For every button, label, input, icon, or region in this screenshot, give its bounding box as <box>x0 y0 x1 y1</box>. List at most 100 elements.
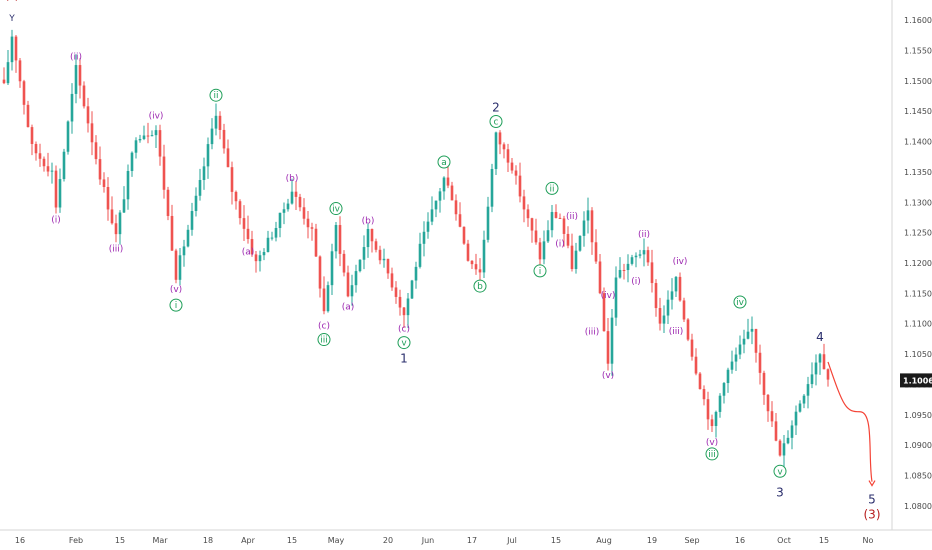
wave-label-text: (iii) <box>585 327 600 337</box>
candle-body <box>254 254 258 262</box>
candle-body <box>770 411 774 422</box>
candle-body <box>726 369 730 384</box>
wave-label: (i) <box>51 215 61 225</box>
candle-body <box>662 315 666 324</box>
candle-body <box>570 245 574 270</box>
price-tick-label: 1.14000 <box>904 138 932 147</box>
candle-body <box>698 373 702 390</box>
candle-body <box>426 221 430 232</box>
time-tick-label: 15 <box>819 536 829 545</box>
time-tick-label: 20 <box>383 536 393 545</box>
candle-body <box>750 328 754 332</box>
candle-body <box>114 223 118 235</box>
time-axis[interactable]: 16 Feb 15 Mar 18 Apr 15 May 20 Jun 17 Jul 15 Aug 19 Sep… <box>15 536 874 545</box>
candle-body <box>250 239 254 255</box>
candle-body <box>594 242 598 262</box>
wave-label-text: (c) <box>398 325 410 335</box>
wave-label-text: (iii) <box>669 327 684 337</box>
candle-body <box>18 60 22 82</box>
candle-body <box>466 243 470 261</box>
candle-body <box>822 354 826 370</box>
wave-label-text: i <box>539 267 542 277</box>
time-tick-label: Apr <box>241 536 256 545</box>
candle-body <box>226 148 230 168</box>
wave-label: (a) <box>242 248 255 258</box>
candle-body <box>658 308 662 324</box>
candle-body <box>566 233 570 246</box>
candle-body <box>2 79 6 84</box>
candle-body <box>718 395 722 412</box>
candle-body <box>338 225 342 254</box>
candle-body <box>542 241 546 260</box>
candle-body <box>518 175 522 197</box>
wave-label-text: v <box>401 339 407 349</box>
price-axis[interactable]: 1.16000 1.15500 1.15000 1.14500 1.14000 1.135… <box>904 16 932 511</box>
wave-label-text: (iv) <box>673 257 688 267</box>
candle-body <box>342 253 346 273</box>
candle-body <box>126 170 130 200</box>
wave-label-text: 4 <box>816 330 824 344</box>
wave-label-text: Y <box>8 14 15 24</box>
candle-body <box>722 383 726 396</box>
wave-label: (iv) <box>601 291 616 301</box>
candle-body <box>782 443 786 456</box>
candle-body <box>154 130 158 136</box>
candle-body <box>166 189 170 216</box>
time-tick-label: Mar <box>152 536 168 545</box>
price-tick-label: 1.15000 <box>904 77 932 86</box>
candle-body <box>638 254 642 256</box>
wave-label: ii <box>209 88 223 102</box>
wave-label-text: (b) <box>362 217 375 227</box>
candle-body <box>414 266 418 281</box>
wave-label: (c) <box>398 325 410 335</box>
wave-label: (ii) <box>70 53 82 63</box>
candle-body <box>194 195 198 212</box>
candle-body <box>634 255 638 258</box>
candle-body <box>450 185 454 201</box>
candle-body <box>690 339 694 357</box>
candle-body <box>214 115 218 129</box>
candle-body <box>742 338 746 345</box>
wave-label-text: ii <box>213 91 218 101</box>
candle-body <box>142 135 146 139</box>
wave-label-text: 2 <box>492 100 500 114</box>
wave-label-text: c <box>494 117 499 127</box>
wave-label: iii <box>317 333 331 347</box>
wave-label: i <box>533 264 547 278</box>
candle-body <box>674 276 678 292</box>
candle-body <box>486 206 490 240</box>
candle-body <box>754 328 758 353</box>
candle-body <box>382 258 386 261</box>
projection-line <box>827 361 873 482</box>
candle-body <box>682 300 686 320</box>
candle-body <box>730 361 734 370</box>
wave-label-text: (v) <box>706 438 718 448</box>
wave-label-circle <box>397 336 411 350</box>
candle-body <box>358 259 362 272</box>
candle-body <box>438 191 442 201</box>
candle-body <box>162 156 166 190</box>
candle-body <box>558 217 562 219</box>
wave-label: (v) <box>706 438 718 448</box>
candle-body <box>26 104 30 128</box>
time-tick-label: Oct <box>777 536 791 545</box>
candle-body <box>666 299 670 316</box>
wave-label-text: iii <box>708 450 716 460</box>
candle-body <box>602 293 606 332</box>
candle-body <box>578 235 582 251</box>
wave-label-text: (ii) <box>70 53 82 63</box>
wave-label-text: (ii) <box>566 212 578 222</box>
candle-body <box>562 218 566 234</box>
wave-label-text: (2) <box>6 0 19 3</box>
wave-label: 3 <box>776 485 784 499</box>
candle-body <box>714 411 718 427</box>
wave-label: 5 <box>868 493 876 507</box>
wave-label-text: a <box>441 158 447 168</box>
candle-body <box>174 250 178 280</box>
candle-body <box>474 264 478 270</box>
candle-body <box>350 285 354 297</box>
candle-body <box>650 262 654 284</box>
wave-label-text: i <box>175 301 178 311</box>
candle-body <box>778 440 782 456</box>
